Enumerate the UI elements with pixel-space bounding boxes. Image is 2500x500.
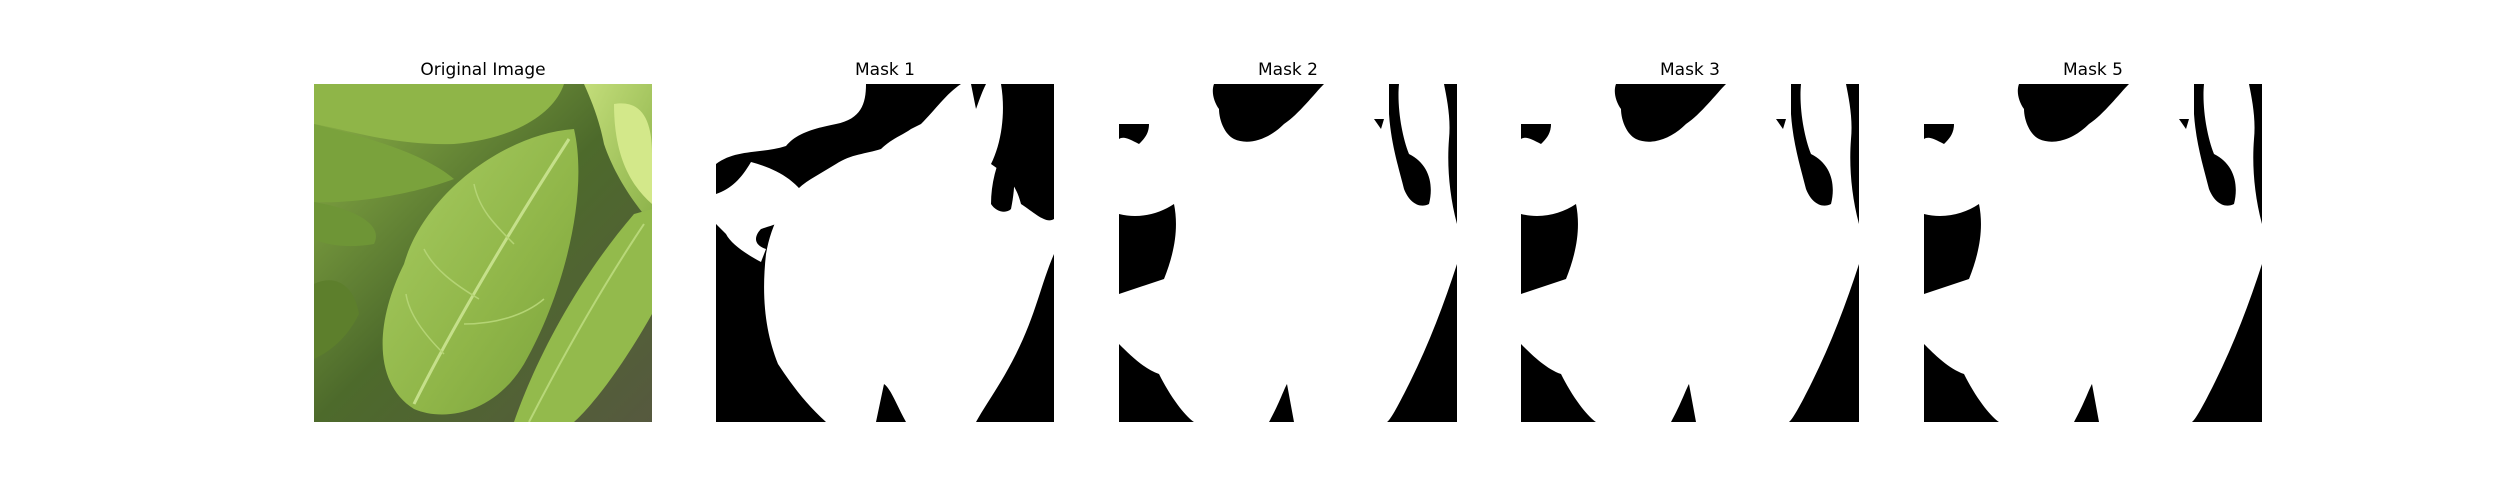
mask-2 xyxy=(1119,84,1457,422)
mask-1 xyxy=(716,84,1054,422)
panel-title-original: Original Image xyxy=(420,60,546,80)
mask-3 xyxy=(1521,84,1859,422)
panel-title-mask-5: Mask 5 xyxy=(2062,60,2123,80)
mask-5 xyxy=(1924,84,2262,422)
leaf-photo xyxy=(314,84,652,422)
mask-3-shape xyxy=(1521,84,1859,422)
mask-1-shape xyxy=(716,84,1054,422)
panel-title-mask-3: Mask 3 xyxy=(1659,60,1720,80)
panel-title-mask-1: Mask 1 xyxy=(854,60,915,80)
mask-2-shape xyxy=(1119,84,1457,422)
panel-title-mask-2: Mask 2 xyxy=(1257,60,1318,80)
original-image xyxy=(314,84,652,422)
mask-5-shape xyxy=(1924,84,2262,422)
